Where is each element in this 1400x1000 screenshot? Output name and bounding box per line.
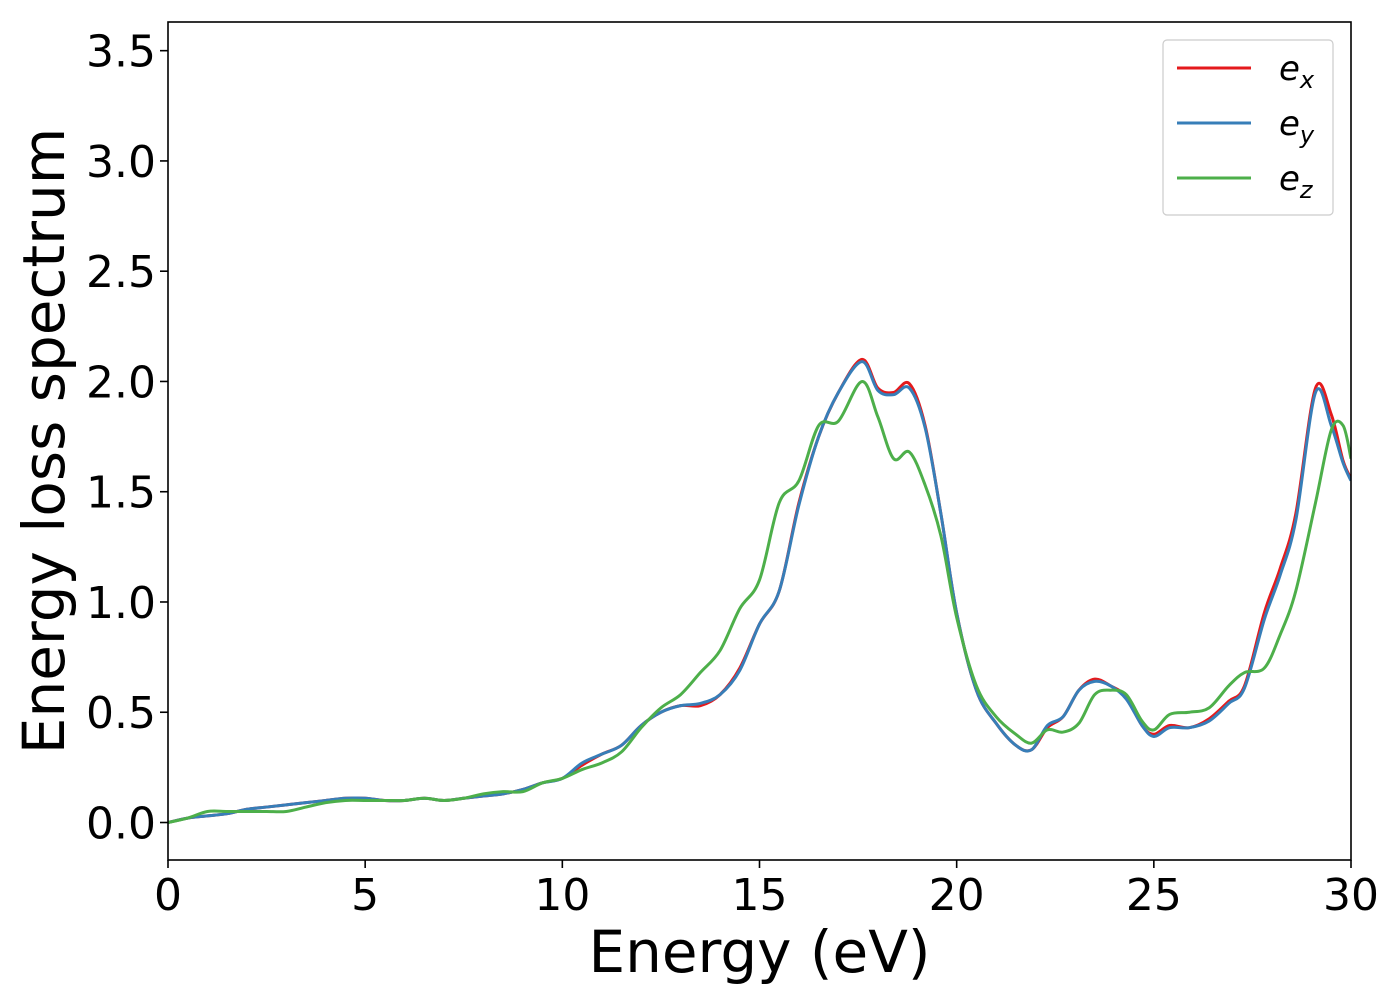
y-tick-label: 3.5 — [86, 27, 156, 78]
y-tick-label: 0.5 — [86, 688, 156, 739]
legend-label-y: ey — [1279, 104, 1315, 149]
y-tick-label: 2.0 — [86, 357, 156, 408]
legend-box — [1162, 39, 1334, 216]
y-tick-label: 1.0 — [86, 578, 156, 629]
y-tick-label: 0.0 — [86, 799, 156, 850]
series-layer — [168, 357, 1351, 824]
x-axis-title: Energy (eV) — [588, 918, 930, 986]
x-tick-label: 10 — [534, 870, 590, 921]
series-line-z — [168, 379, 1351, 824]
legend: ex ey ez — [1162, 39, 1334, 216]
y-axis-ticks: 0.0 0.5 1.0 1.5 2.0 2.5 3.0 3.5 — [86, 27, 168, 850]
x-tick-label: 20 — [929, 870, 985, 921]
y-tick-label: 2.5 — [86, 247, 156, 298]
x-tick-label: 25 — [1126, 870, 1182, 921]
x-tick-label: 15 — [732, 870, 788, 921]
legend-label-z: ez — [1279, 159, 1314, 204]
y-tick-label: 3.0 — [86, 137, 156, 188]
x-tick-label: 5 — [351, 870, 379, 921]
y-tick-label: 1.5 — [86, 468, 156, 519]
x-axis-ticks: 0 5 10 15 20 25 30 — [154, 860, 1379, 921]
legend-label-x: ex — [1279, 49, 1315, 94]
x-tick-label: 30 — [1323, 870, 1379, 921]
x-tick-label: 0 — [154, 870, 182, 921]
y-axis-title: Energy loss spectrum — [10, 128, 78, 754]
